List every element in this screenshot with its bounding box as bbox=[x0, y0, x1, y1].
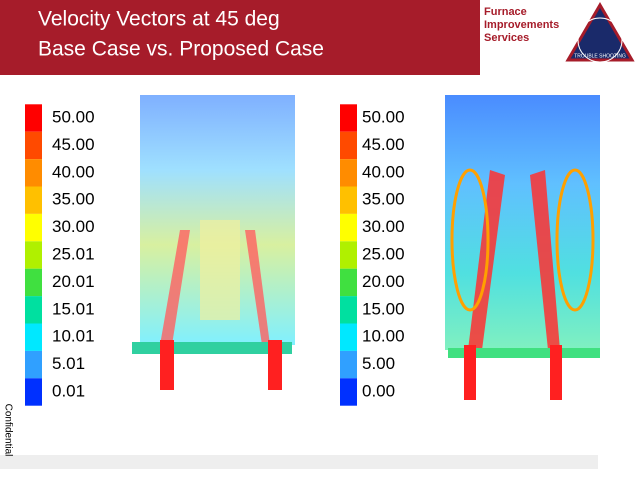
legend-label: 45.00 bbox=[362, 135, 405, 154]
cfd-image-proposed bbox=[445, 95, 600, 400]
logo-text: Furnace bbox=[484, 6, 527, 18]
logo-text: Services bbox=[484, 32, 529, 44]
legend-swatch bbox=[340, 296, 357, 324]
cfd-image-base bbox=[132, 95, 295, 390]
legend-label: 20.00 bbox=[362, 272, 405, 291]
legend-swatch bbox=[25, 378, 42, 406]
legend-label: 5.00 bbox=[362, 354, 395, 373]
confidential-note: Confidential bbox=[2, 404, 13, 457]
legend-swatch bbox=[25, 241, 42, 269]
legend-label: 40.00 bbox=[362, 162, 405, 181]
legend-label: 45.00 bbox=[52, 135, 95, 154]
legend-label: 15.01 bbox=[52, 299, 95, 318]
legend-label: 40.00 bbox=[52, 162, 95, 181]
legend-swatch bbox=[340, 213, 357, 242]
legend-swatch bbox=[25, 268, 42, 297]
legend-swatch bbox=[340, 241, 357, 269]
legend-label: 35.00 bbox=[362, 190, 405, 209]
legend-label: 30.00 bbox=[52, 217, 95, 236]
legend-swatch bbox=[25, 323, 42, 351]
slide-title: Velocity Vectors at 45 deg bbox=[38, 8, 280, 31]
legend-label: 50.00 bbox=[52, 107, 95, 126]
logo-ring-text: TROUBLE SHOOTING bbox=[574, 53, 626, 59]
legend-label: 30.00 bbox=[362, 217, 405, 236]
legend-swatch bbox=[340, 323, 357, 351]
legend-label: 0.01 bbox=[52, 381, 85, 400]
legend-swatch bbox=[340, 268, 357, 297]
legend-label: 0.00 bbox=[362, 381, 395, 400]
legend-swatch bbox=[25, 213, 42, 242]
legend-swatch bbox=[25, 104, 42, 132]
legend-swatch bbox=[340, 378, 357, 406]
legend-label: 10.00 bbox=[362, 327, 405, 346]
legend-label: 10.01 bbox=[52, 327, 95, 346]
legend-swatch bbox=[340, 350, 357, 379]
legend-label: 25.00 bbox=[362, 244, 405, 263]
legend-swatch bbox=[340, 159, 357, 187]
footer-strip bbox=[0, 455, 598, 469]
legend-label: 5.01 bbox=[52, 354, 85, 373]
legend-swatch bbox=[25, 296, 42, 324]
legend-swatch bbox=[25, 131, 42, 160]
legend-swatch bbox=[340, 186, 357, 214]
legend-swatch bbox=[25, 350, 42, 379]
legend-swatch bbox=[25, 159, 42, 187]
header-band bbox=[0, 0, 480, 75]
legend-label: 15.00 bbox=[362, 299, 405, 318]
slide-title: Base Case vs. Proposed Case bbox=[38, 38, 324, 61]
legend-swatch bbox=[340, 131, 357, 160]
legend-label: 25.01 bbox=[52, 244, 95, 263]
legend-swatch bbox=[340, 104, 357, 132]
legend-label: 35.00 bbox=[52, 190, 95, 209]
legend-swatch bbox=[25, 186, 42, 214]
logo-emblem bbox=[565, 2, 635, 63]
logo-text: Improvements bbox=[484, 19, 559, 31]
legend-label: 50.00 bbox=[362, 107, 405, 126]
legend-label: 20.01 bbox=[52, 272, 95, 291]
